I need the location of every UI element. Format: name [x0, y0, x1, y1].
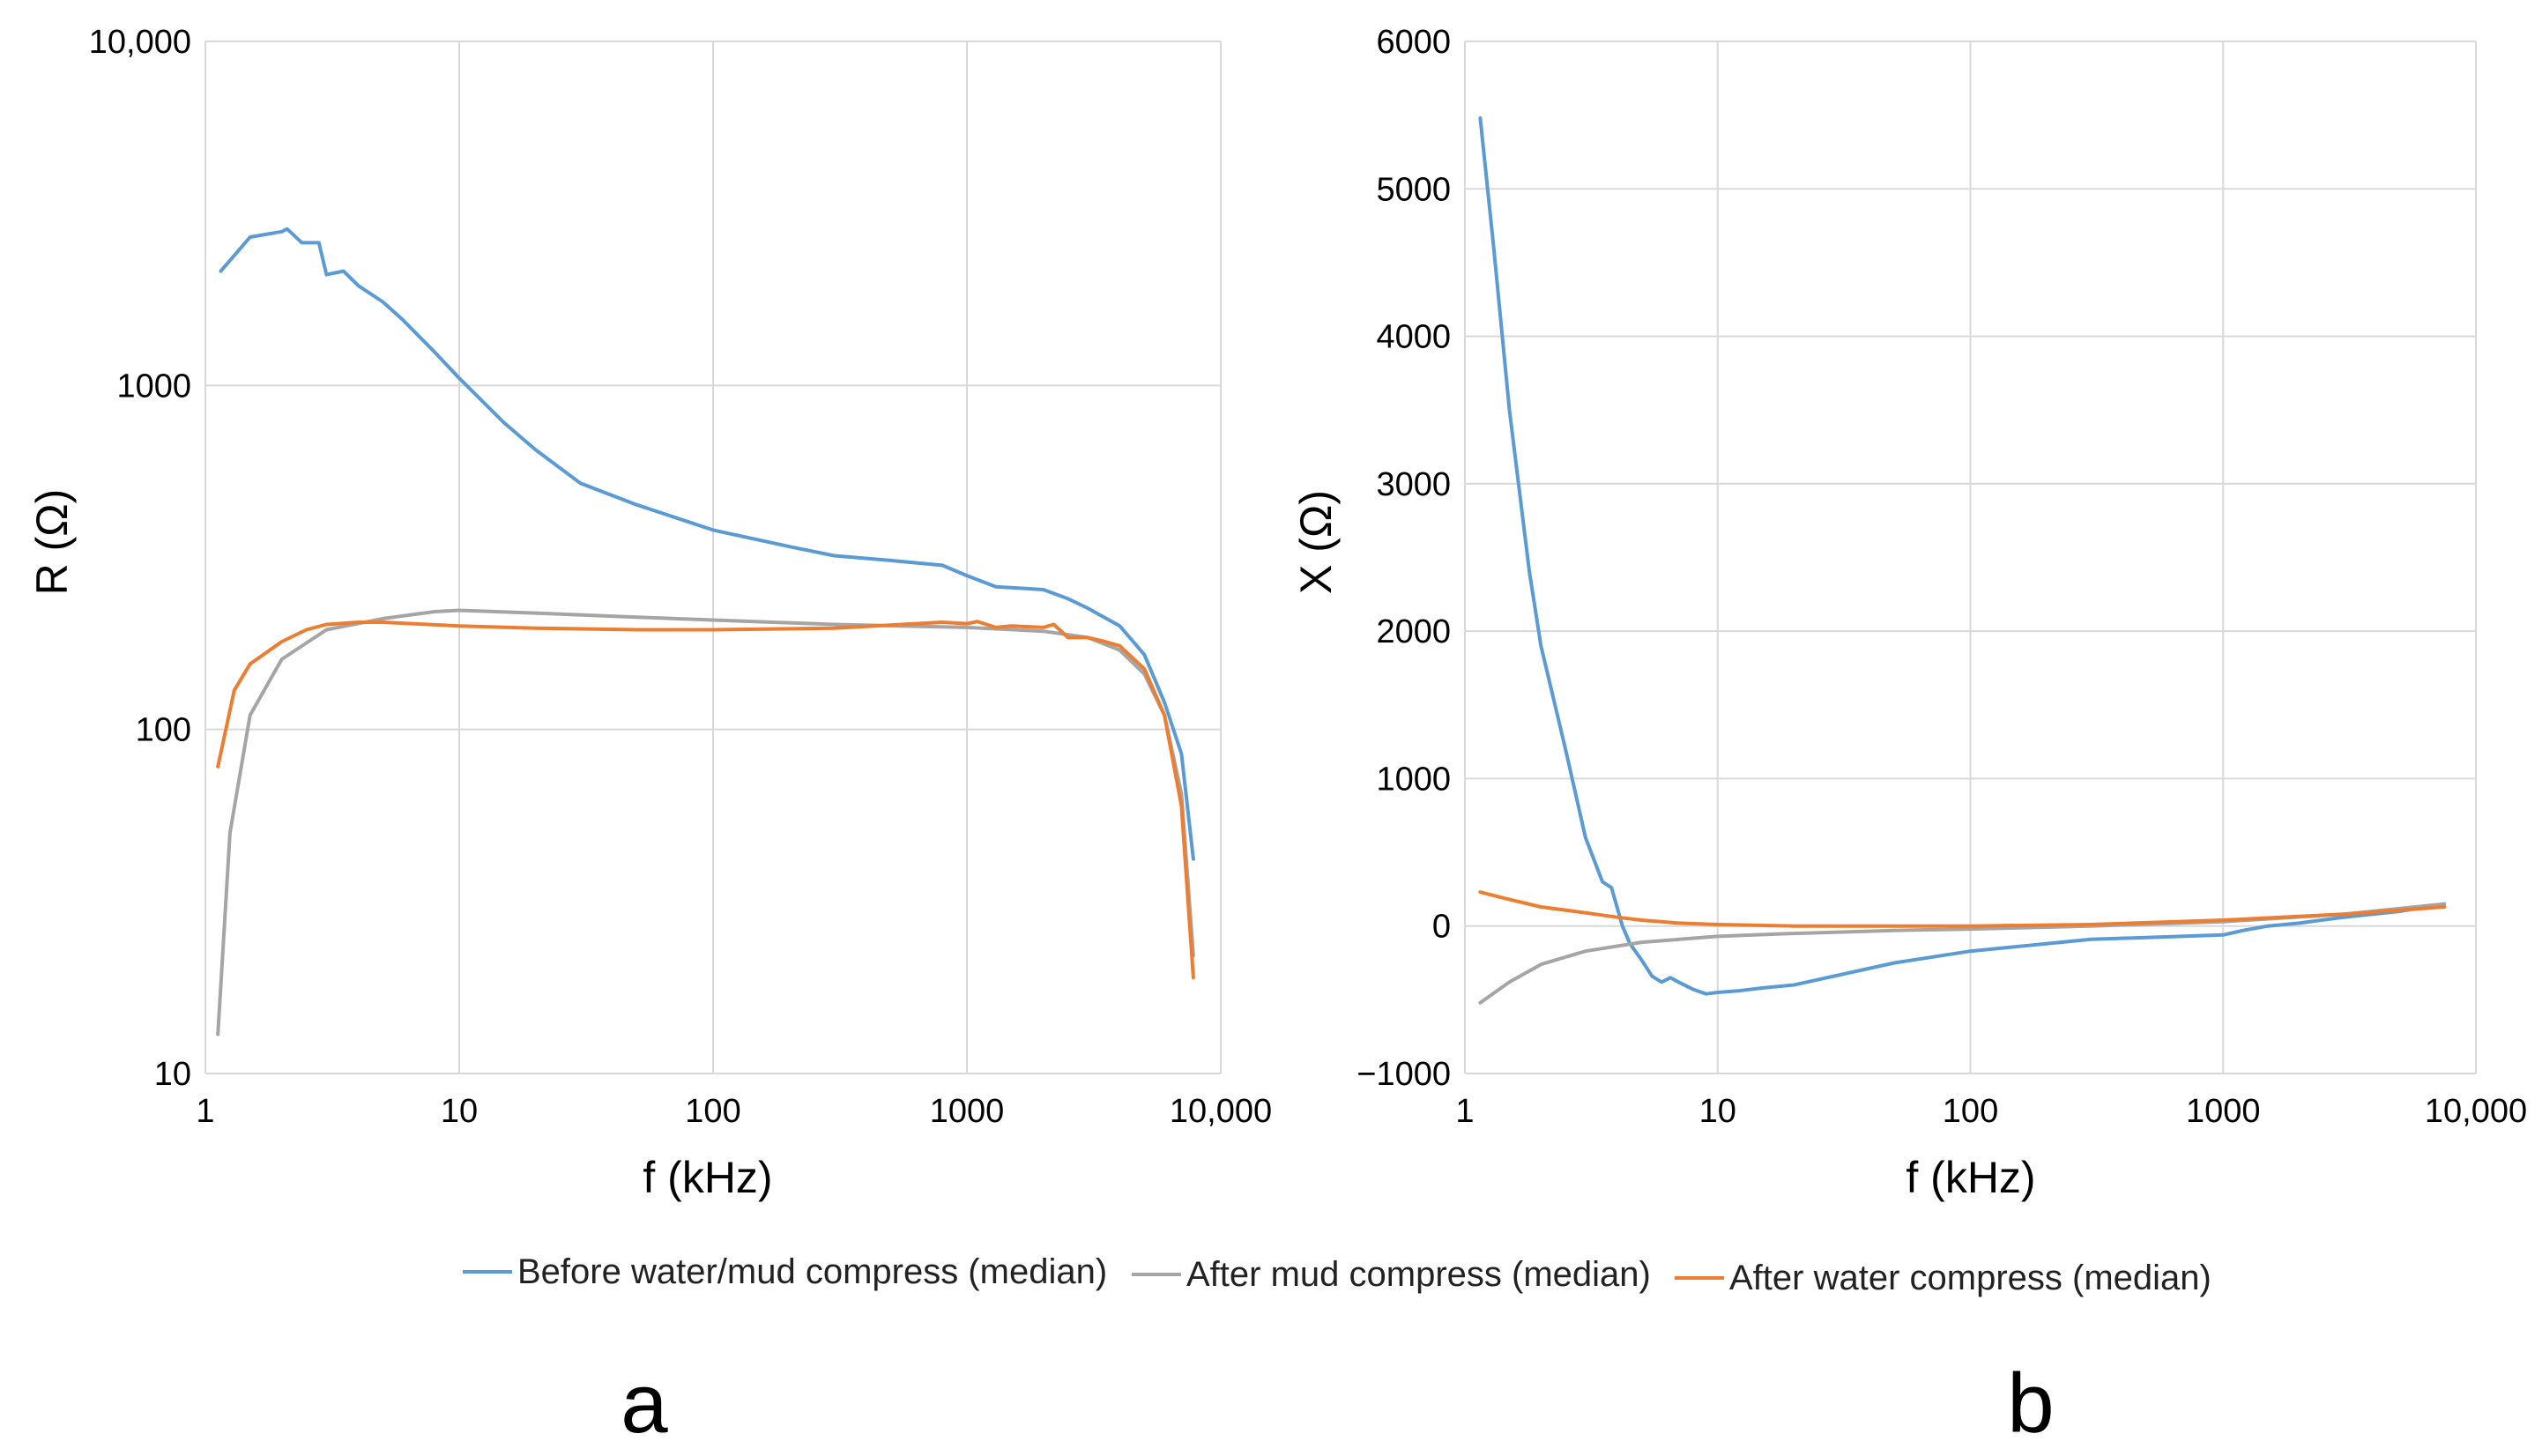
- x-axis-title-b: f (kHz): [1906, 1153, 2035, 1202]
- chart-panel-b: 1 10 100 1000 10,000 −1000 0 1000 2000 3000 4000 50…: [1291, 24, 2527, 1451]
- x-tick-label: 10: [441, 1093, 478, 1130]
- series-line-water: [216, 620, 1195, 980]
- series-line-mud: [216, 608, 1195, 1036]
- y-axis-title-b: X (Ω): [1291, 490, 1341, 594]
- legend: Before water/mud compress (median) After…: [463, 1252, 2211, 1297]
- y-tick-label: 3000: [1376, 466, 1451, 503]
- tick-labels-b: 1 10 100 1000 10,000 −1000 0 1000 2000 3000 4000 50…: [1356, 24, 2527, 1130]
- y-tick-label: 10,000: [89, 24, 191, 61]
- series-layer-a: [216, 227, 1195, 1036]
- x-tick-label: 100: [1943, 1093, 1998, 1130]
- y-tick-label: 5000: [1376, 171, 1451, 208]
- x-tick-label: 1000: [930, 1093, 1005, 1130]
- x-tick-label: 10,000: [1170, 1093, 1272, 1130]
- x-tick-label: 1: [1455, 1093, 1474, 1130]
- y-tick-label: 0: [1432, 909, 1451, 946]
- x-tick-label: 10: [1699, 1093, 1736, 1130]
- y-tick-label: 1000: [1376, 761, 1451, 798]
- y-tick-label: 1000: [116, 368, 191, 405]
- series-line-before: [1478, 116, 2447, 996]
- legend-label-water: After water compress (median): [1729, 1259, 2211, 1297]
- series-line-before: [219, 227, 1195, 861]
- y-tick-label: 2000: [1376, 613, 1451, 650]
- gridlines-a: [204, 41, 1222, 1074]
- y-tick-label: 10: [154, 1056, 191, 1093]
- y-tick-label: 4000: [1376, 319, 1451, 356]
- series-layer-b: [1478, 116, 2447, 1005]
- x-tick-label: 1000: [2186, 1093, 2261, 1130]
- legend-label-before: Before water/mud compress (median): [517, 1252, 1107, 1291]
- y-axis-title-a: R (Ω): [27, 489, 77, 596]
- x-tick-label: 1: [196, 1093, 214, 1130]
- x-tick-label: 10,000: [2425, 1093, 2527, 1130]
- y-tick-label: 100: [136, 712, 191, 749]
- legend-label-mud: After mud compress (median): [1186, 1255, 1651, 1294]
- x-axis-title-a: f (kHz): [643, 1153, 772, 1202]
- panel-label-a: a: [621, 1356, 668, 1451]
- panel-label-b: b: [2007, 1356, 2054, 1451]
- series-line-water: [1478, 890, 2447, 928]
- x-tick-label: 100: [685, 1093, 740, 1130]
- gridlines-b: [1464, 41, 2477, 1074]
- y-tick-label: 6000: [1376, 24, 1451, 61]
- y-tick-label: −1000: [1356, 1056, 1451, 1093]
